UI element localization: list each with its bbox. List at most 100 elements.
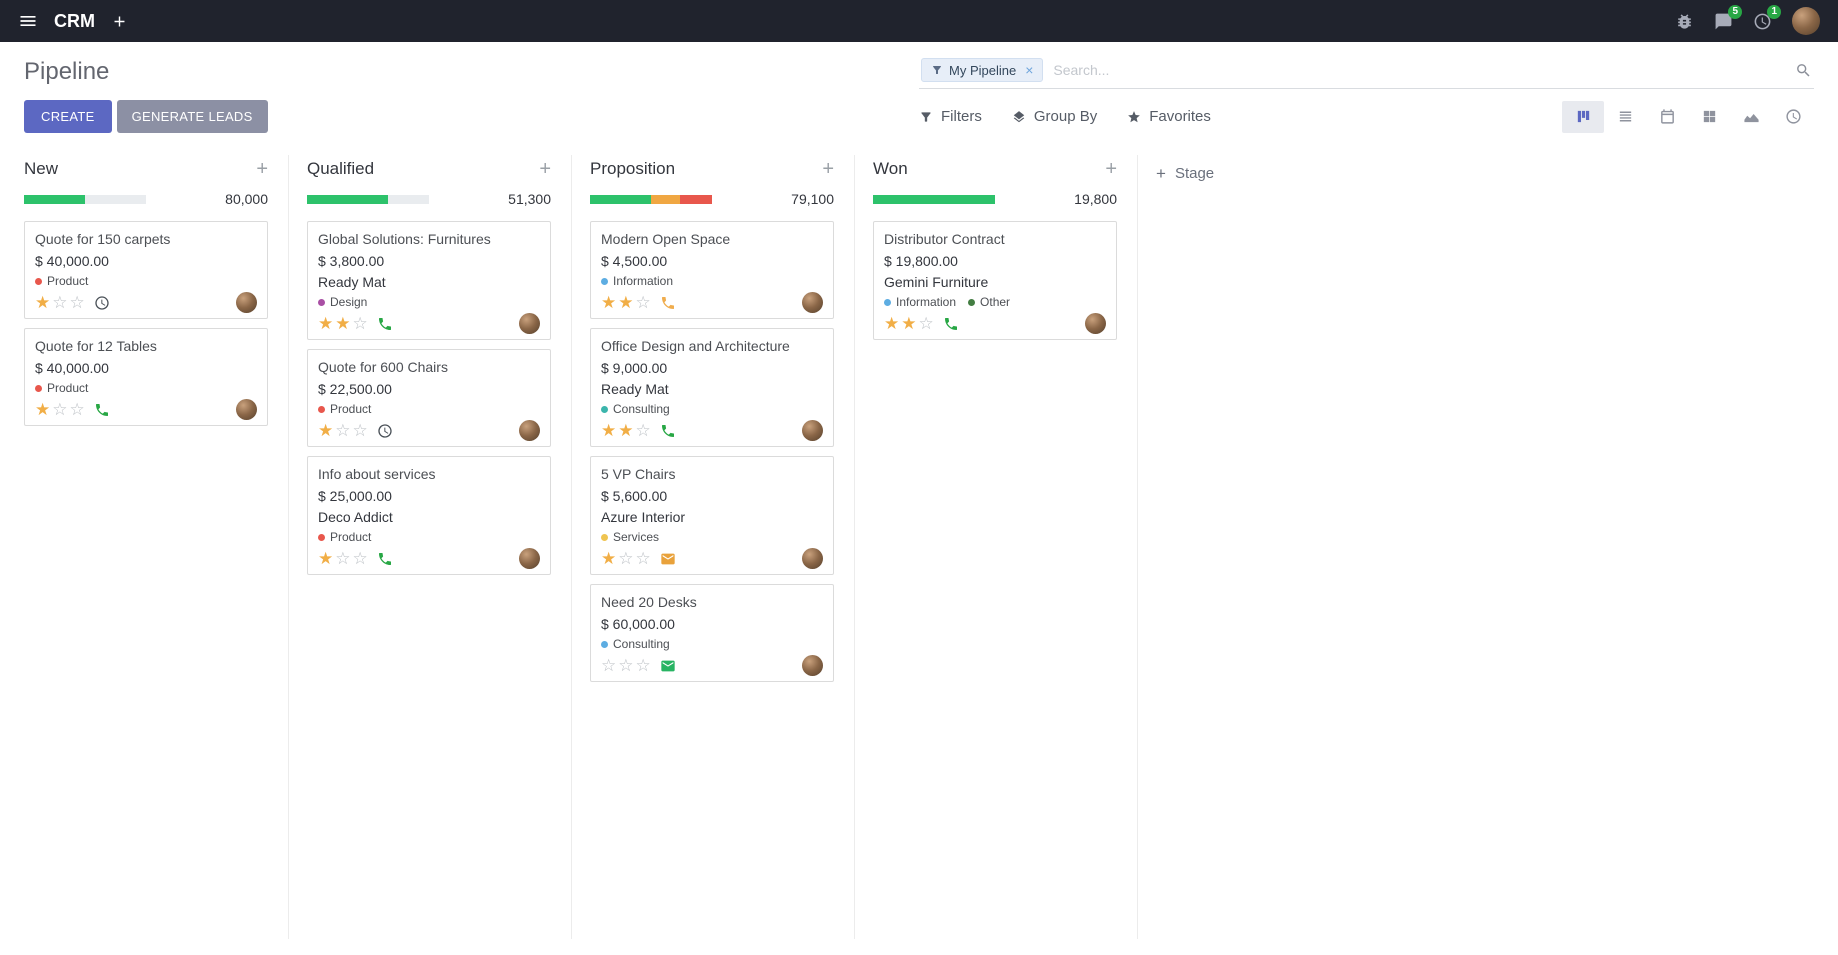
phone-icon[interactable] (660, 423, 676, 439)
avatar[interactable] (519, 548, 540, 569)
priority-stars[interactable]: ★ ★ ☆ (601, 294, 651, 311)
star-icon[interactable]: ☆ (335, 549, 351, 568)
kanban-card[interactable]: Global Solutions: Furnitures $ 3,800.00 Re… (307, 221, 551, 340)
view-graph-button[interactable] (1730, 101, 1772, 133)
filters-button[interactable]: Filters (919, 108, 982, 125)
view-kanban-button[interactable] (1562, 100, 1604, 133)
clock-icon[interactable] (377, 423, 393, 439)
column-progressbar[interactable] (590, 194, 712, 204)
kanban-card[interactable]: Quote for 12 Tables $ 40,000.00 Product ★ ☆ ☆ (24, 328, 268, 426)
star-icon[interactable]: ★ (884, 314, 900, 333)
bug-icon[interactable] (1675, 12, 1694, 31)
remove-facet-icon[interactable]: × (1025, 62, 1034, 78)
add-stage-button[interactable]: + Stage (1156, 165, 1214, 182)
kanban-card[interactable]: Office Design and Architecture $ 9,000.00… (590, 328, 834, 447)
add-record-icon[interactable]: + (1105, 158, 1117, 180)
view-activity-button[interactable] (1772, 101, 1814, 133)
star-icon[interactable]: ☆ (918, 314, 934, 333)
star-icon[interactable]: ☆ (635, 549, 651, 568)
messages-icon[interactable]: 5 (1714, 4, 1742, 31)
generate-leads-button[interactable]: GENERATE LEADS (116, 100, 268, 133)
view-list-button[interactable] (1604, 101, 1646, 133)
phone-icon[interactable] (377, 316, 393, 332)
star-icon[interactable]: ☆ (601, 656, 617, 675)
column-title[interactable]: Qualified (307, 159, 375, 178)
star-icon[interactable]: ☆ (635, 293, 651, 312)
add-record-icon[interactable]: + (256, 158, 268, 180)
star-icon[interactable]: ★ (318, 421, 334, 440)
star-icon[interactable]: ★ (335, 314, 351, 333)
star-icon[interactable]: ★ (601, 421, 617, 440)
phone-icon[interactable] (660, 295, 676, 311)
add-icon[interactable] (111, 13, 128, 30)
priority-stars[interactable]: ☆ ☆ ☆ (601, 657, 651, 674)
view-calendar-button[interactable] (1646, 101, 1688, 133)
star-icon[interactable]: ☆ (52, 400, 68, 419)
avatar[interactable] (519, 420, 540, 441)
star-icon[interactable]: ☆ (352, 549, 368, 568)
avatar[interactable] (802, 420, 823, 441)
user-avatar[interactable] (1792, 7, 1820, 35)
search-bar[interactable]: My Pipeline × (919, 55, 1814, 89)
star-icon[interactable]: ☆ (69, 400, 85, 419)
kanban-card[interactable]: Quote for 600 Chairs $ 22,500.00 Product ★ ☆… (307, 349, 551, 447)
star-icon[interactable]: ★ (318, 549, 334, 568)
clock-icon[interactable] (94, 295, 110, 311)
avatar[interactable] (519, 313, 540, 334)
priority-stars[interactable]: ★ ★ ☆ (884, 315, 934, 332)
star-icon[interactable]: ★ (901, 314, 917, 333)
star-icon[interactable]: ★ (618, 293, 634, 312)
avatar[interactable] (236, 399, 257, 420)
star-icon[interactable]: ☆ (635, 656, 651, 675)
star-icon[interactable]: ☆ (69, 293, 85, 312)
phone-icon[interactable] (377, 551, 393, 567)
kanban-card[interactable]: Info about services $ 25,000.00 Deco Addic… (307, 456, 551, 575)
column-title[interactable]: Won (873, 159, 908, 178)
star-icon[interactable]: ★ (601, 293, 617, 312)
app-name[interactable]: CRM (54, 10, 95, 31)
activities-icon[interactable]: 1 (1753, 4, 1781, 31)
column-progressbar[interactable] (873, 194, 995, 204)
priority-stars[interactable]: ★ ☆ ☆ (35, 294, 85, 311)
envelope-icon[interactable] (660, 658, 676, 674)
column-progressbar[interactable] (24, 194, 146, 204)
envelope-icon[interactable] (660, 551, 676, 567)
column-progressbar[interactable] (307, 194, 429, 204)
phone-icon[interactable] (943, 316, 959, 332)
star-icon[interactable]: ☆ (352, 421, 368, 440)
star-icon[interactable]: ★ (35, 400, 51, 419)
search-input[interactable] (1043, 60, 1795, 80)
avatar[interactable] (802, 548, 823, 569)
menu-icon[interactable] (18, 11, 38, 31)
star-icon[interactable]: ★ (601, 549, 617, 568)
priority-stars[interactable]: ★ ☆ ☆ (601, 550, 651, 567)
favorites-button[interactable]: Favorites (1127, 108, 1211, 125)
priority-stars[interactable]: ★ ★ ☆ (601, 422, 651, 439)
avatar[interactable] (1085, 313, 1106, 334)
priority-stars[interactable]: ★ ☆ ☆ (318, 550, 368, 567)
star-icon[interactable]: ☆ (618, 656, 634, 675)
avatar[interactable] (236, 292, 257, 313)
kanban-card[interactable]: 5 VP Chairs $ 5,600.00 Azure Interior Servi… (590, 456, 834, 575)
kanban-card[interactable]: Quote for 150 carpets $ 40,000.00 Product ★… (24, 221, 268, 319)
group-by-button[interactable]: Group By (1012, 108, 1097, 125)
search-icon[interactable] (1795, 62, 1812, 79)
add-record-icon[interactable]: + (539, 158, 551, 180)
star-icon[interactable]: ★ (618, 421, 634, 440)
star-icon[interactable]: ★ (318, 314, 334, 333)
star-icon[interactable]: ☆ (635, 421, 651, 440)
add-record-icon[interactable]: + (822, 158, 834, 180)
priority-stars[interactable]: ★ ☆ ☆ (318, 422, 368, 439)
column-title[interactable]: New (24, 159, 59, 178)
search-facet[interactable]: My Pipeline × (921, 58, 1044, 82)
kanban-card[interactable]: Need 20 Desks $ 60,000.00 Consulting ☆ ☆ ☆ (590, 584, 834, 682)
star-icon[interactable]: ★ (35, 293, 51, 312)
avatar[interactable] (802, 655, 823, 676)
kanban-card[interactable]: Modern Open Space $ 4,500.00 Information ★ ★… (590, 221, 834, 319)
view-pivot-button[interactable] (1688, 101, 1730, 133)
phone-icon[interactable] (94, 402, 110, 418)
kanban-card[interactable]: Distributor Contract $ 19,800.00 Gemini Fu… (873, 221, 1117, 340)
avatar[interactable] (802, 292, 823, 313)
priority-stars[interactable]: ★ ☆ ☆ (35, 401, 85, 418)
star-icon[interactable]: ☆ (352, 314, 368, 333)
